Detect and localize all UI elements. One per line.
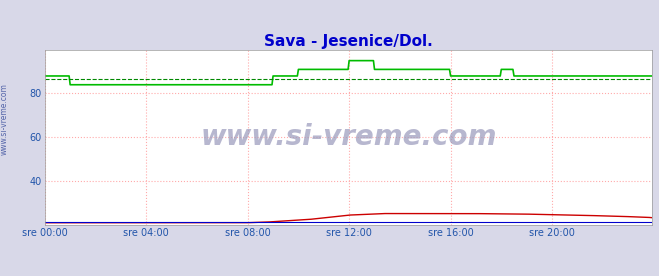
Text: www.si-vreme.com: www.si-vreme.com xyxy=(200,123,497,151)
Title: Sava - Jesenice/Dol.: Sava - Jesenice/Dol. xyxy=(264,33,433,49)
Text: www.si-vreme.com: www.si-vreme.com xyxy=(0,83,9,155)
